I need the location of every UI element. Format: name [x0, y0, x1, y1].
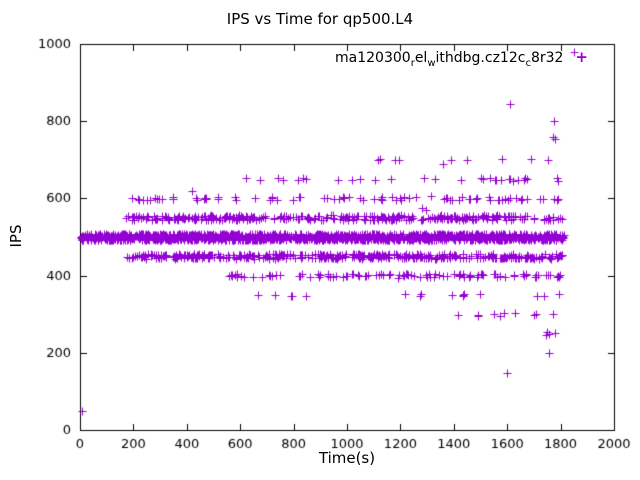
legend-label-part: r	[410, 58, 415, 69]
legend-label-part: ithdbg.cz12c	[435, 50, 526, 66]
chart-title: IPS vs Time for qp500.L4	[226, 10, 414, 28]
legend-label-part: c	[525, 58, 531, 69]
legend-plus-marker-icon: +	[575, 48, 588, 66]
legend: ma120300relwithdbg.cz12cc8r32 +	[296, 48, 588, 69]
x-axis-label: Time(s)	[318, 449, 376, 467]
y-axis-label: IPS	[7, 224, 25, 248]
legend-label: ma120300relwithdbg.cz12cc8r32	[335, 50, 563, 69]
legend-label-part: 8r32	[530, 50, 564, 66]
legend-label-part: w	[427, 58, 436, 69]
legend-label-part: el	[414, 50, 428, 66]
legend-label-part: ma120300	[335, 50, 411, 66]
